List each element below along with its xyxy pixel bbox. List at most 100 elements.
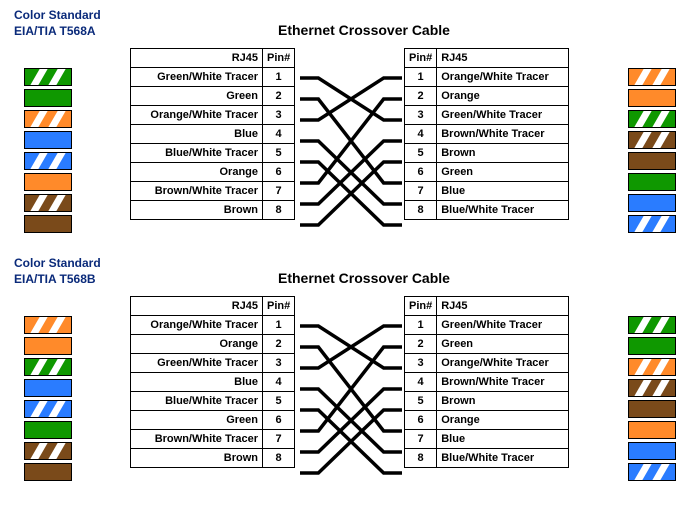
pin-row: 3Green/White Tracer: [405, 106, 569, 125]
pin-label: Orange/White Tracer: [437, 68, 569, 87]
pin-row: Green6: [131, 411, 295, 430]
pin-label: Orange: [437, 87, 569, 106]
pin-number: 2: [405, 87, 437, 106]
pin-number: 1: [263, 316, 295, 335]
pin-label: Blue: [131, 125, 263, 144]
left-swatch: [24, 68, 72, 86]
left-swatch: [24, 358, 72, 376]
pin-number: 2: [263, 335, 295, 354]
pin-row: 6Green: [405, 163, 569, 182]
right-swatch: [628, 358, 676, 376]
pin-row: Orange/White Tracer3: [131, 106, 295, 125]
pin-row: Blue/White Tracer5: [131, 144, 295, 163]
pin-label: Green: [437, 163, 569, 182]
pin-label: Blue: [131, 373, 263, 392]
pin-label: Orange: [131, 163, 263, 182]
left-pin-table: RJ45Pin#Green/White Tracer1Green2Orange/…: [130, 48, 295, 220]
pin-number: 7: [263, 430, 295, 449]
pin-label: Orange/White Tracer: [131, 106, 263, 125]
pin-label: Brown: [131, 449, 263, 468]
left-swatch: [24, 463, 72, 481]
header-pin: Pin#: [263, 49, 295, 68]
color-standard-label: Color StandardEIA/TIA T568B: [14, 256, 101, 287]
pin-label: Blue/White Tracer: [131, 392, 263, 411]
pin-number: 4: [405, 125, 437, 144]
pin-label: Green: [131, 87, 263, 106]
pin-label: Brown: [437, 392, 569, 411]
pin-row: Orange2: [131, 335, 295, 354]
header-rj45: RJ45: [131, 297, 263, 316]
pin-number: 7: [405, 430, 437, 449]
pin-row: Green2: [131, 87, 295, 106]
right-swatch: [628, 316, 676, 334]
right-swatch: [628, 89, 676, 107]
pin-number: 6: [263, 163, 295, 182]
header-rj45: RJ45: [437, 297, 569, 316]
pin-label: Brown/White Tracer: [131, 430, 263, 449]
diagram-section: Color StandardEIA/TIA T568AEthernet Cros…: [0, 0, 700, 250]
color-standard-label: Color StandardEIA/TIA T568A: [14, 8, 101, 39]
pin-row: 2Orange: [405, 87, 569, 106]
pin-row: Green/White Tracer3: [131, 354, 295, 373]
left-swatch: [24, 215, 72, 233]
left-swatch: [24, 316, 72, 334]
right-swatch: [628, 173, 676, 191]
pin-label: Brown/White Tracer: [437, 373, 569, 392]
pin-number: 2: [263, 87, 295, 106]
pin-row: 1Green/White Tracer: [405, 316, 569, 335]
left-swatch-column: [24, 68, 72, 236]
pin-label: Brown/White Tracer: [437, 125, 569, 144]
pin-label: Blue/White Tracer: [437, 449, 569, 468]
pin-row: Brown/White Tracer7: [131, 430, 295, 449]
pin-row: 2Green: [405, 335, 569, 354]
pin-number: 4: [263, 125, 295, 144]
pin-number: 3: [405, 354, 437, 373]
right-swatch-column: [628, 68, 676, 236]
right-swatch: [628, 400, 676, 418]
right-swatch: [628, 379, 676, 397]
pin-label: Green/White Tracer: [131, 354, 263, 373]
pin-row: 8Blue/White Tracer: [405, 201, 569, 220]
pin-number: 6: [405, 411, 437, 430]
pin-number: 2: [405, 335, 437, 354]
pin-row: 1Orange/White Tracer: [405, 68, 569, 87]
diagram-section: Color StandardEIA/TIA T568B Ethernet Cros…: [0, 248, 700, 498]
pin-row: Blue/White Tracer5: [131, 392, 295, 411]
pin-row: Brown8: [131, 201, 295, 220]
right-swatch: [628, 215, 676, 233]
right-swatch: [628, 131, 676, 149]
left-swatch: [24, 442, 72, 460]
pin-row: 7Blue: [405, 182, 569, 201]
pin-label: Green/White Tracer: [437, 316, 569, 335]
pin-number: 8: [263, 449, 295, 468]
right-swatch: [628, 442, 676, 460]
pin-number: 4: [263, 373, 295, 392]
pin-label: Blue/White Tracer: [131, 144, 263, 163]
pin-row: 5Brown: [405, 392, 569, 411]
left-swatch: [24, 110, 72, 128]
pin-number: 1: [405, 316, 437, 335]
left-swatch: [24, 421, 72, 439]
right-swatch-column: [628, 316, 676, 484]
pin-label: Orange: [437, 411, 569, 430]
pin-label: Brown: [437, 144, 569, 163]
header-pin: Pin#: [405, 49, 437, 68]
pin-label: Orange: [131, 335, 263, 354]
pin-label: Blue: [437, 182, 569, 201]
pin-number: 7: [263, 182, 295, 201]
pin-number: 5: [263, 144, 295, 163]
pin-number: 5: [263, 392, 295, 411]
pin-number: 5: [405, 144, 437, 163]
pin-label: Green: [437, 335, 569, 354]
pin-row: Brown8: [131, 449, 295, 468]
diagram-title: Ethernet Crossover Cable: [278, 270, 450, 286]
pin-row: 4Brown/White Tracer: [405, 125, 569, 144]
header-pin: Pin#: [405, 297, 437, 316]
left-swatch: [24, 337, 72, 355]
left-swatch: [24, 194, 72, 212]
pin-row: 5Brown: [405, 144, 569, 163]
right-swatch: [628, 463, 676, 481]
pin-number: 8: [405, 449, 437, 468]
right-pin-table: Pin#RJ451Green/White Tracer2Green3 Orange…: [404, 296, 569, 468]
pin-number: 3: [263, 354, 295, 373]
